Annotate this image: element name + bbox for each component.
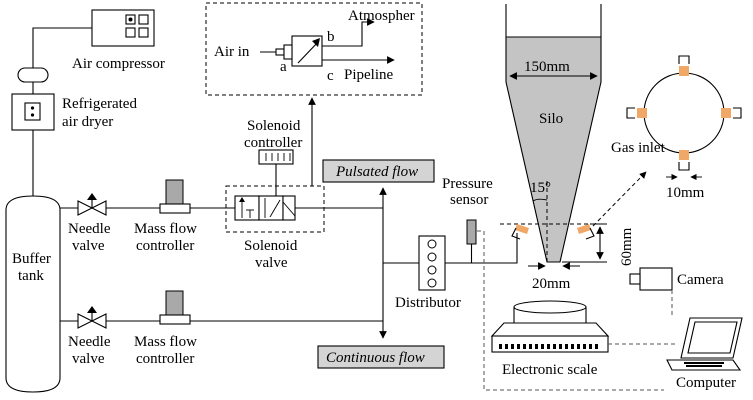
buffer-tank xyxy=(5,195,61,393)
mass-flow-controller-bottom xyxy=(159,290,191,325)
compressor-pipe xyxy=(32,27,92,68)
mfc-bottom-label-2: controller xyxy=(136,351,194,367)
solenoid-valve-frame xyxy=(225,185,325,233)
port-b-label: b xyxy=(327,29,335,45)
gas-inlet-label: Gas inlet xyxy=(611,140,666,156)
dim-150-label: 150mm xyxy=(524,59,570,75)
valve-detail-inset xyxy=(205,2,423,96)
needle-valve-top-label-2: valve xyxy=(72,238,105,254)
silo-label: Silo xyxy=(539,111,563,127)
computer-label: Computer xyxy=(676,375,736,391)
continuous-flow-label: Continuous flow xyxy=(326,350,425,366)
buffer-tank-label-2: tank xyxy=(18,268,44,284)
air-compressor xyxy=(91,9,155,47)
solenoid-controller xyxy=(258,149,294,165)
distributor-label: Distributor xyxy=(395,295,461,311)
camera-label: Camera xyxy=(677,272,724,288)
pressure-sensor-label-2: sensor xyxy=(450,192,488,208)
pulsated-flow-label: Pulsated flow xyxy=(335,164,418,180)
refrigerated-label-2: air dryer xyxy=(62,114,113,130)
angle-arc xyxy=(532,198,548,202)
three-way-valve-detail xyxy=(260,18,395,67)
needle-valve-top-label-1: Needle xyxy=(68,221,111,237)
filter-capsule xyxy=(17,67,49,83)
angle-15-label: 15° xyxy=(530,180,551,196)
needle-valve-bottom-label-1: Needle xyxy=(68,334,111,350)
computer-laptop xyxy=(666,317,743,371)
solenoid-valve xyxy=(234,195,296,221)
pulsated-flow-box xyxy=(322,159,435,183)
electronic-scale-label: Electronic scale xyxy=(502,362,598,378)
pipeline-label: Pipeline xyxy=(344,67,394,83)
camera xyxy=(629,267,673,291)
pressure-sensor-label-1: Pressure xyxy=(442,176,493,192)
dim-10-label: 10mm xyxy=(666,185,705,201)
refrigerated-air-dryer xyxy=(11,93,55,131)
port-a-label: a xyxy=(280,59,287,75)
sensor-data-line xyxy=(477,230,664,391)
buffer-tank-label-1: Buffer xyxy=(12,251,51,267)
needle-valve-bottom-label-2: valve xyxy=(72,351,105,367)
port-c-label: c xyxy=(327,68,334,84)
dim-20-label: 20mm xyxy=(532,276,571,292)
silo-gas-inlets xyxy=(511,224,595,240)
solenoid-controller-label-1: Solenoid xyxy=(247,118,301,134)
pressure-sensor xyxy=(466,219,477,263)
air-in-label: Air in xyxy=(214,44,250,60)
refrigerated-label-1: Refrigerated xyxy=(62,96,137,112)
inlet-ring-detail xyxy=(626,55,742,171)
mfc-bottom-label-1: Mass flow xyxy=(134,334,197,350)
mass-flow-controller-top xyxy=(159,179,191,214)
distributor-to-silo-pipe xyxy=(445,233,518,264)
mfc-top-label-2: controller xyxy=(136,238,194,254)
mfc-top-label-1: Mass flow xyxy=(134,221,197,237)
solenoid-controller-label-2: controller xyxy=(244,135,302,151)
air-compressor-label: Air compressor xyxy=(72,56,165,72)
needle-valve-top xyxy=(77,193,107,216)
distributor xyxy=(418,235,446,291)
silo xyxy=(505,4,602,263)
solenoid-valve-label-2: valve xyxy=(255,255,288,271)
electronic-scale xyxy=(490,322,610,353)
atmosphere-label: Atmospher xyxy=(348,8,415,24)
dim-60-label: 60mm xyxy=(619,227,635,266)
ring-detail-pointer xyxy=(592,171,647,227)
continuous-flow-box xyxy=(317,345,445,369)
needle-valve-bottom xyxy=(77,306,107,329)
solenoid-valve-label-1: Solenoid xyxy=(244,238,298,254)
